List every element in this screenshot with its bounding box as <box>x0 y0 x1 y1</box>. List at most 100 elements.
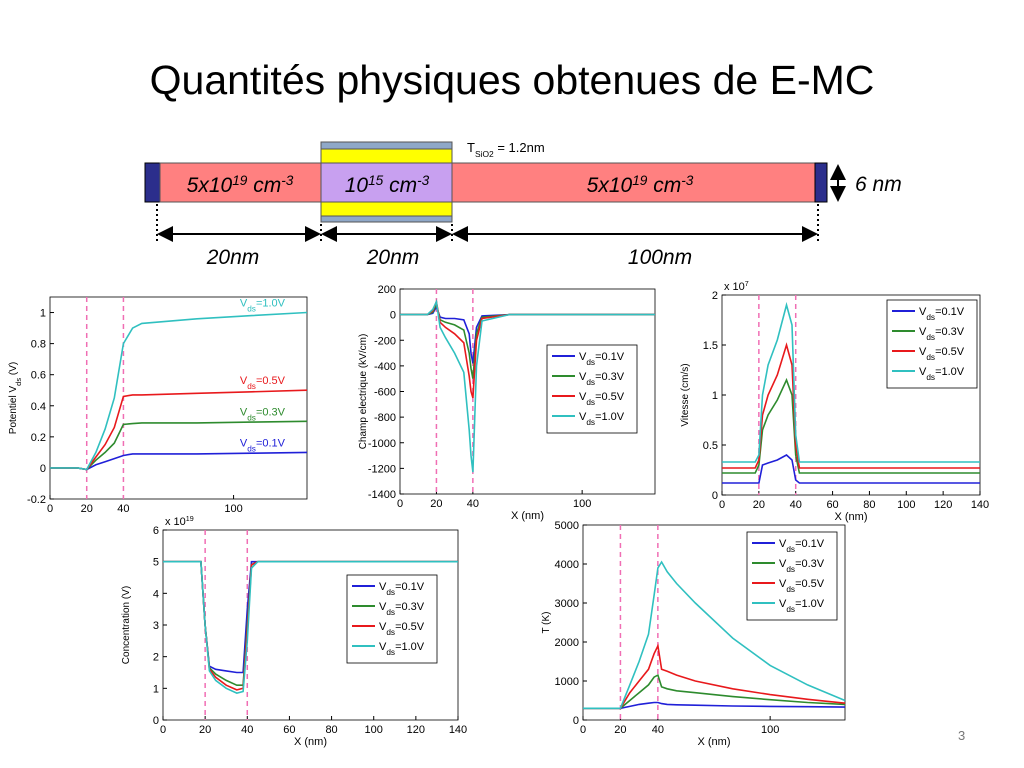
y-tick-label: 0.4 <box>31 401 46 413</box>
legend-label: Vds=1.0V <box>379 641 425 657</box>
gate <box>320 215 453 223</box>
y-tick-label: 6 <box>153 525 159 537</box>
y-axis-label: Vitesse (cm/s) <box>680 363 691 426</box>
series-line <box>583 560 846 710</box>
doping-label: 5x1019 cm-3 <box>187 173 294 198</box>
legend-box <box>886 299 978 389</box>
y-tick-label: 1.5 <box>703 340 718 352</box>
legend-box <box>546 344 638 434</box>
doping-label-part: 5x10 <box>587 174 633 197</box>
x-tick-label: 60 <box>283 724 295 736</box>
x-tick-label: 0 <box>580 724 586 736</box>
doping-label-part: 19 <box>632 173 648 188</box>
y-tick-label: 200 <box>378 284 396 296</box>
y-tick-label: 0 <box>40 463 46 475</box>
y-tick-label: 0.5 <box>703 440 718 452</box>
doping-label-part: -3 <box>281 173 294 188</box>
y-tick-label: 0 <box>573 715 579 727</box>
x-tick-label: 20 <box>614 724 626 736</box>
page-number: 3 <box>958 728 965 743</box>
x-tick-label: 140 <box>971 499 989 511</box>
legend-label: Vds=0.1V <box>779 538 825 554</box>
doping-label-part: -3 <box>681 173 694 188</box>
x-axis-label: X (nm) <box>294 736 327 748</box>
legend-label: Vds=1.0V <box>779 598 825 614</box>
x-tick-label: 20 <box>81 503 93 515</box>
x-tick-label: 120 <box>934 499 952 511</box>
oxide-label-part: SiO2 <box>475 149 494 159</box>
doping-label-part: 5x10 <box>187 174 233 197</box>
x-tick-label: 40 <box>467 498 479 510</box>
legend-label: Vds=1.0V <box>919 366 965 382</box>
y-tick-label: 3000 <box>555 598 579 610</box>
series-line <box>583 701 846 710</box>
y-tick-label: 3 <box>153 620 159 632</box>
y-tick-label: 4 <box>153 588 159 600</box>
legend-label: Vds=0.1V <box>240 437 286 453</box>
axis-multiplier: x 1019 <box>165 515 194 528</box>
x-tick-label: 20 <box>199 724 211 736</box>
y-tick-label: 1 <box>712 390 718 402</box>
series-line <box>163 560 458 694</box>
thickness-label: 6 nm <box>855 173 902 196</box>
x-tick-label: 40 <box>241 724 253 736</box>
doping-label-part: -3 <box>417 173 430 188</box>
legend-label: Vds=0.5V <box>779 578 825 594</box>
doping-label-part: cm <box>383 174 417 197</box>
legend-label: Vds=0.1V <box>919 306 965 322</box>
oxide-label: TSiO2 = 1.2nm <box>467 140 545 159</box>
x-axis-label: X (nm) <box>511 510 544 522</box>
y-tick-label: 0 <box>153 715 159 727</box>
x-tick-label: 80 <box>325 724 337 736</box>
y-tick-label: 0 <box>390 310 396 322</box>
x-tick-label: 40 <box>117 503 129 515</box>
y-axis-label: Concentration (V) <box>121 586 132 664</box>
y-tick-label: 0.8 <box>31 339 46 351</box>
y-tick-label: -1400 <box>368 489 396 501</box>
x-tick-label: 0 <box>397 498 403 510</box>
y-tick-label: 4000 <box>555 559 579 571</box>
x-tick-label: 0 <box>47 503 53 515</box>
legend-label: Vds=0.1V <box>579 351 625 367</box>
y-tick-label: -800 <box>374 412 396 424</box>
y-axis-label: Potentiel Vds (V) <box>8 362 23 434</box>
series-line <box>722 342 980 469</box>
oxide-label-part: = 1.2nm <box>494 140 545 155</box>
x-tick-label: 0 <box>719 499 725 511</box>
x-tick-label: 60 <box>826 499 838 511</box>
axis-multiplier-part: 19 <box>186 515 194 523</box>
doping-label: 1015 cm-3 <box>345 173 430 198</box>
y-tick-label: -1200 <box>368 463 396 475</box>
y-tick-label: 2 <box>153 652 159 664</box>
legend-label: Vds=0.5V <box>379 621 425 637</box>
oxide <box>320 148 453 164</box>
doping-label-part: 15 <box>368 173 384 188</box>
legend-label: Vds=0.3V <box>919 326 965 342</box>
drain <box>451 162 816 203</box>
y-tick-label: 0.2 <box>31 432 46 444</box>
series-line <box>583 673 846 710</box>
x-axis-label: X (nm) <box>698 736 731 748</box>
axis-multiplier: x 107 <box>724 280 749 293</box>
legend-label: Vds=1.0V <box>240 298 286 314</box>
y-axis-label: Champ electrique (kV/cm) <box>358 334 369 450</box>
length-label: 20nm <box>206 246 260 269</box>
series-line <box>583 643 846 710</box>
y-tick-label: 0 <box>712 490 718 502</box>
doping-label: 5x1019 cm-3 <box>587 173 694 198</box>
plot-frame <box>49 296 308 500</box>
x-tick-label: 100 <box>573 498 591 510</box>
channel <box>320 162 453 203</box>
doping-label-part: cm <box>647 174 681 197</box>
x-tick-label: 40 <box>790 499 802 511</box>
y-tick-label: 1000 <box>555 676 579 688</box>
x-tick-label: 20 <box>753 499 765 511</box>
doping-label-part: 19 <box>232 173 248 188</box>
legend-label: Vds=1.0V <box>579 411 625 427</box>
legend-label: Vds=0.3V <box>240 406 286 422</box>
length-label: 100nm <box>628 246 692 269</box>
y-tick-label: 1 <box>40 308 46 320</box>
legend-label: Vds=0.5V <box>240 375 286 391</box>
axis-multiplier-part: 7 <box>745 280 749 288</box>
x-tick-label: 100 <box>224 503 242 515</box>
